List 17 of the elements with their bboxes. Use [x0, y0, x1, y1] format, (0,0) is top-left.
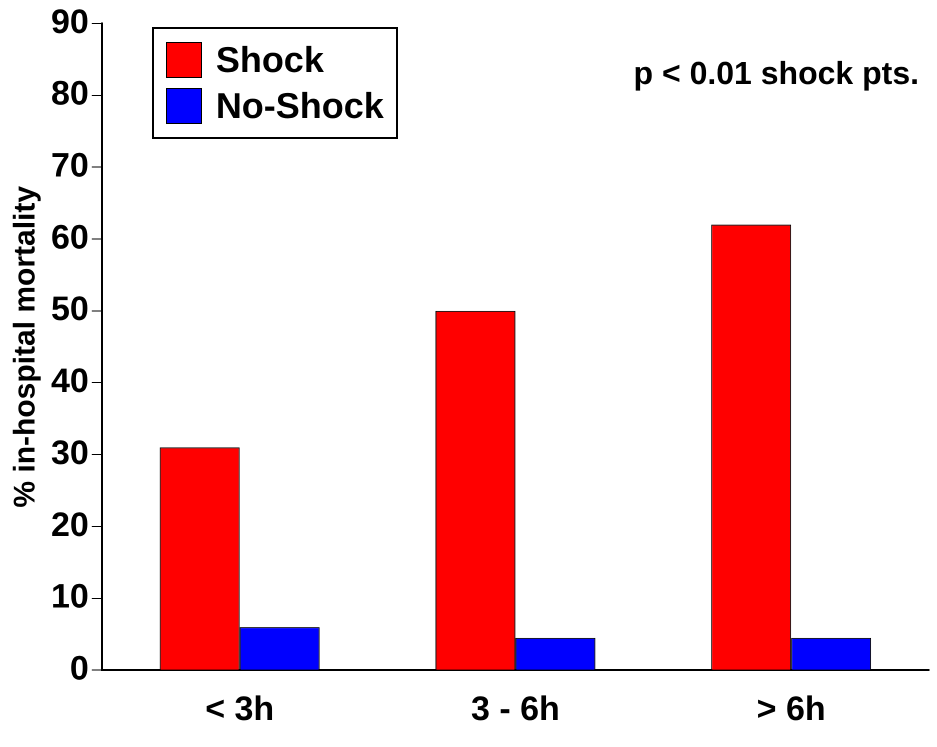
x-tick-label: 3 - 6h — [471, 690, 560, 728]
legend-label: No-Shock — [216, 85, 384, 128]
y-tick-label: 80 — [50, 74, 89, 113]
y-tick-label: 30 — [50, 434, 89, 472]
y-tick-label: 60 — [50, 218, 89, 256]
y-tick-label: 0 — [70, 650, 89, 688]
y-tick-label: 10 — [50, 578, 89, 616]
y-axis-title: % in-hospital mortality — [8, 186, 42, 508]
annotation: p < 0.01 shock pts. — [634, 55, 919, 92]
x-tick-label: > 6h — [756, 690, 826, 728]
y-tick-label: 50 — [50, 290, 89, 328]
y-tick-label: 90 — [50, 2, 89, 41]
y-tick-label: 70 — [50, 146, 89, 185]
x-tick-label: < 3h — [205, 690, 274, 728]
y-tick-label: 40 — [50, 362, 89, 400]
y-tick-label: 20 — [50, 506, 89, 544]
legend-label: Shock — [216, 39, 324, 82]
